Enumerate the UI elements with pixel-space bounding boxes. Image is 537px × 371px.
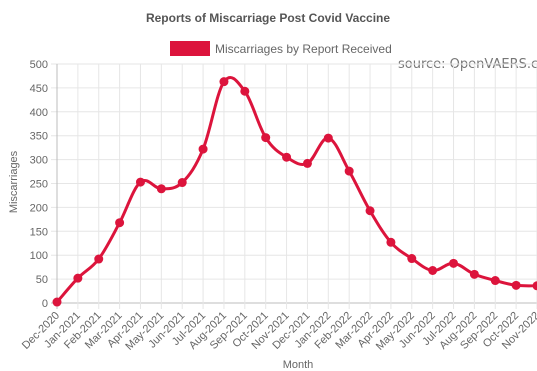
data-point[interactable] (282, 152, 292, 162)
data-point[interactable] (219, 77, 229, 87)
y-tick-label: 150 (30, 226, 48, 238)
data-point[interactable] (449, 258, 459, 268)
data-point[interactable] (323, 133, 333, 143)
data-point[interactable] (365, 206, 375, 216)
data-points (52, 77, 537, 307)
data-point[interactable] (177, 178, 187, 188)
data-point[interactable] (407, 254, 417, 264)
y-tick-label: 400 (30, 107, 48, 119)
series-line (55, 76, 537, 304)
data-point[interactable] (428, 265, 438, 275)
chart-title: Reports of Miscarriage Post Covid Vaccin… (146, 11, 390, 25)
y-tick-label: 350 (30, 131, 48, 143)
legend-swatch[interactable] (170, 41, 210, 56)
data-point[interactable] (115, 218, 125, 228)
x-axis-ticks: Dec-2020Jan-2021Feb-2021Mar-2021Apr-2021… (20, 310, 537, 353)
data-point[interactable] (198, 144, 208, 154)
legend-label[interactable]: Miscarriages by Report Received (215, 42, 392, 56)
data-point[interactable] (302, 158, 312, 168)
y-tick-label: 500 (30, 59, 48, 71)
data-point[interactable] (469, 269, 479, 279)
data-point[interactable] (94, 254, 104, 264)
y-tick-label: 50 (36, 274, 48, 286)
y-axis-ticks: 0 50 100 150 200 250 300 350 400 450 500 (30, 59, 48, 310)
data-point[interactable] (344, 166, 354, 176)
y-tick-label: 450 (30, 83, 48, 95)
y-tick-label: 250 (30, 179, 48, 191)
y-tick-label: 0 (42, 298, 48, 310)
data-point[interactable] (156, 184, 166, 194)
data-point[interactable] (386, 237, 396, 247)
data-point[interactable] (240, 86, 250, 96)
data-point[interactable] (135, 177, 145, 187)
data-point[interactable] (511, 280, 521, 290)
y-tick-label: 200 (30, 202, 48, 214)
data-point[interactable] (261, 133, 271, 143)
data-point[interactable] (490, 276, 500, 286)
y-axis-label: Miscarriages (8, 150, 20, 213)
data-point[interactable] (73, 273, 83, 283)
y-tick-label: 300 (30, 155, 48, 167)
grid (51, 63, 537, 309)
y-tick-label: 100 (30, 250, 48, 262)
x-axis-label: Month (283, 359, 314, 371)
data-point[interactable] (52, 297, 62, 307)
data-point[interactable] (532, 281, 537, 291)
